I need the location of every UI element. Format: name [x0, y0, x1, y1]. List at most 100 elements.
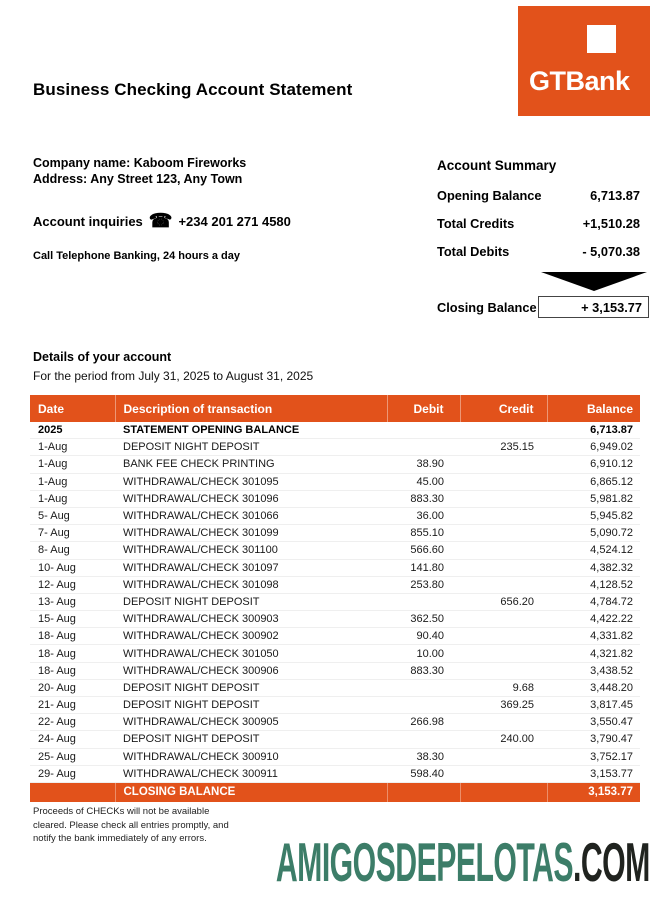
cell-credit: 369.25: [460, 696, 547, 715]
cell-credit: [460, 713, 547, 732]
cell-credit: [459, 782, 547, 802]
cell-balance: 3,790.47: [547, 730, 640, 749]
details-title: Details of your account: [33, 350, 172, 364]
cell-desc: WITHDRAWAL/CHECK 301096: [115, 490, 387, 508]
arrow-down-icon: [541, 272, 647, 291]
header-debit: Debit: [386, 395, 460, 422]
disclaimer-line-3: notify the bank immediately of any error…: [33, 833, 207, 844]
cell-balance: 3,550.47: [547, 713, 640, 732]
cell-debit: 855.10: [387, 524, 460, 543]
opening-balance-row: 2025 STATEMENT OPENING BALANCE 6,713.87: [30, 422, 640, 440]
cell-debit: 883.30: [387, 662, 460, 680]
cell-desc: DEPOSIT NIGHT DEPOSIT: [115, 730, 387, 749]
cell-debit: 266.98: [387, 713, 460, 732]
page-title: Business Checking Account Statement: [33, 80, 353, 99]
logo-square-icon: [587, 25, 616, 53]
cell-balance: 4,382.32: [547, 559, 640, 577]
cell-credit: [460, 559, 547, 577]
cell-debit: 90.40: [387, 627, 460, 646]
transaction-row: 13- Aug DEPOSIT NIGHT DEPOSIT 656.20 4,784.…: [30, 593, 640, 612]
total-debits-label: Total Debits: [437, 244, 510, 259]
closing-balance-row: CLOSING BALANCE 3,153.77: [30, 782, 640, 802]
cell-balance: 4,321.82: [547, 644, 640, 663]
cell-desc: CLOSING BALANCE: [114, 782, 387, 802]
transaction-row: 18- Aug WITHDRAWAL/CHECK 300902 90.40 4,331…: [30, 627, 640, 646]
transaction-row: 1-Aug DEPOSIT NIGHT DEPOSIT 235.15 6,949.02: [30, 438, 640, 457]
total-credits-label: Total Credits: [437, 216, 515, 231]
cell-date: 25- Aug: [30, 748, 115, 766]
cell-desc: BANK FEE CHECK PRINTING: [115, 455, 387, 474]
transactions-table: Date Description of transaction Debit Cr…: [30, 395, 640, 802]
transaction-row: 8- Aug WITHDRAWAL/CHECK 301100 566.60 4,524…: [30, 541, 640, 560]
cell-date: 1-Aug: [30, 438, 115, 457]
cell-balance: 3,817.45: [547, 696, 640, 715]
table-header: Date Description of transaction Debit Cr…: [30, 395, 640, 422]
cell-debit: 598.40: [387, 765, 460, 783]
cell-desc: STATEMENT OPENING BALANCE: [115, 422, 387, 440]
cell-desc: WITHDRAWAL/CHECK 300903: [115, 610, 387, 629]
cell-balance: 3,153.77: [547, 765, 640, 783]
account-summary-title: Account Summary: [437, 158, 557, 173]
transaction-row: 18- Aug WITHDRAWAL/CHECK 301050 10.00 4,321…: [30, 644, 640, 663]
summary-row-closing: Closing Balance + 3,153.77: [437, 296, 649, 318]
cell-date: 10- Aug: [30, 559, 115, 577]
company-info: Company name: Kaboom Fireworks Address: …: [33, 155, 246, 187]
cell-credit: [460, 662, 547, 680]
cell-balance: 4,784.72: [547, 593, 640, 612]
transaction-row: 1-Aug WITHDRAWAL/CHECK 301095 45.00 6,865.1…: [30, 473, 640, 491]
closing-balance-value: + 3,153.77: [538, 296, 649, 318]
transaction-row: 7- Aug WITHDRAWAL/CHECK 301099 855.10 5,090…: [30, 524, 640, 543]
cell-credit: [460, 473, 547, 491]
total-credits-value: +1,510.28: [582, 216, 640, 231]
cell-desc: WITHDRAWAL/CHECK 300902: [115, 627, 387, 646]
cell-desc: DEPOSIT NIGHT DEPOSIT: [115, 696, 387, 715]
cell-credit: [460, 455, 547, 474]
cell-debit: [387, 593, 460, 612]
cell-credit: 656.20: [460, 593, 547, 612]
total-debits-value: - 5,070.38: [582, 244, 640, 259]
cell-desc: WITHDRAWAL/CHECK 300905: [115, 713, 387, 732]
account-summary: Account Summary Opening Balance 6,713.87…: [437, 158, 649, 318]
header-date: Date: [30, 395, 115, 422]
cell-desc: WITHDRAWAL/CHECK 300906: [115, 662, 387, 680]
transaction-row: 22- Aug WITHDRAWAL/CHECK 300905 266.98 3,55…: [30, 713, 640, 732]
company-address: Address: Any Street 123, Any Town: [33, 172, 243, 186]
header-description: Description of transaction: [114, 395, 387, 422]
account-inquiries: Account inquiries ☎ +234 201 271 4580: [33, 212, 291, 231]
cell-date: 29- Aug: [30, 765, 115, 783]
cell-date: 12- Aug: [30, 576, 115, 594]
cell-debit: 38.90: [387, 455, 460, 474]
cell-date: 20- Aug: [30, 679, 115, 698]
transaction-row: 29- Aug WITHDRAWAL/CHECK 300911 598.40 3,15…: [30, 765, 640, 783]
cell-credit: 240.00: [460, 730, 547, 749]
cell-date: [30, 782, 115, 802]
summary-row-opening: Opening Balance 6,713.87: [437, 188, 649, 203]
cell-date: 1-Aug: [30, 473, 115, 491]
company-name: Company name: Kaboom Fireworks: [33, 156, 247, 170]
cell-balance: 3,438.52: [547, 662, 640, 680]
cell-date: 21- Aug: [30, 696, 115, 715]
cell-date: 1-Aug: [30, 455, 115, 474]
cell-debit: 883.30: [387, 490, 460, 508]
transaction-row: 1-Aug WITHDRAWAL/CHECK 301096 883.30 5,981.…: [30, 490, 640, 508]
cell-date: 2025: [30, 422, 115, 440]
cell-date: 1-Aug: [30, 490, 115, 508]
watermark-tld: .COM: [573, 831, 650, 893]
transaction-row: 18- Aug WITHDRAWAL/CHECK 300906 883.30 3,43…: [30, 662, 640, 680]
cell-credit: 9.68: [460, 679, 547, 698]
cell-desc: WITHDRAWAL/CHECK 301099: [115, 524, 387, 543]
cell-balance: 3,448.20: [547, 679, 640, 698]
cell-debit: [386, 782, 460, 802]
header-balance: Balance: [546, 395, 640, 422]
transactions-body: 2025 STATEMENT OPENING BALANCE 6,713.87 1-A…: [30, 422, 640, 783]
cell-desc: WITHDRAWAL/CHECK 301066: [115, 507, 387, 526]
cell-balance: 4,422.22: [547, 610, 640, 629]
cell-date: 22- Aug: [30, 713, 115, 732]
cell-debit: 362.50: [387, 610, 460, 629]
cell-credit: [460, 507, 547, 526]
watermark-name: AMIGOSDEPELOTAS: [276, 831, 574, 893]
cell-credit: [460, 748, 547, 766]
cell-credit: [460, 524, 547, 543]
cell-desc: WITHDRAWAL/CHECK 301098: [115, 576, 387, 594]
cell-desc: DEPOSIT NIGHT DEPOSIT: [115, 679, 387, 698]
